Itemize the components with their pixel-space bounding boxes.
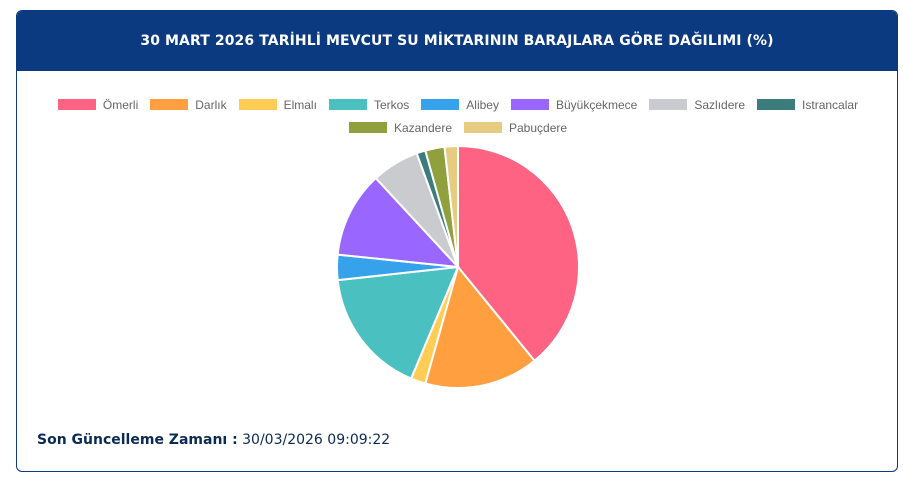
legend-swatch	[421, 99, 460, 110]
legend-label: Elmalı	[283, 97, 317, 112]
legend-label: Terkos	[373, 97, 410, 112]
legend-label: Alibey	[466, 97, 499, 112]
pie-slice[interactable]	[443, 144, 459, 268]
legend-label: Ömerli	[102, 97, 139, 112]
legend-swatch	[328, 99, 367, 110]
legend-label: Kazandere	[393, 120, 452, 135]
legend-label: Darlık	[195, 97, 227, 112]
legend-swatch	[150, 99, 189, 110]
legend-swatch	[510, 99, 549, 110]
chart-title: 30 MART 2026 TARİHLİ MEVCUT SU MİKTARINI…	[17, 11, 897, 71]
pie-slice[interactable]	[457, 144, 581, 363]
chart-card: 30 MART 2026 TARİHLİ MEVCUT SU MİKTARINI…	[16, 10, 898, 472]
legend-label: Büyükçekmece	[555, 97, 638, 112]
chart-legend: Ömerli Darlık Elmalı Terkos Alibey Büyükçekme…	[17, 97, 897, 143]
pie-slice[interactable]	[424, 264, 536, 389]
pie-slice[interactable]	[336, 265, 460, 380]
legend-label: Pabuçdere	[509, 120, 568, 135]
legend-item[interactable]: Ömerli	[57, 97, 139, 112]
pie-slice[interactable]	[336, 176, 461, 269]
legend-item[interactable]: Darlık	[150, 97, 227, 112]
legend-label: Sazlıdere	[694, 97, 746, 112]
legend-item[interactable]: Kazandere	[348, 120, 452, 135]
legend-swatch	[348, 122, 387, 133]
pie-chart	[336, 144, 581, 389]
legend-swatch	[757, 99, 796, 110]
legend-swatch	[57, 99, 96, 110]
legend-swatch	[238, 99, 277, 110]
legend-swatch	[464, 122, 502, 133]
legend-item[interactable]: Alibey	[421, 97, 499, 112]
legend-item[interactable]: Sazlıdere	[649, 97, 745, 112]
legend-label: Istrancalar	[802, 97, 859, 112]
last-update: Son Güncelleme Zamanı : 30/03/2026 09:09…	[37, 432, 390, 448]
last-update-value: 30/03/2026 09:09:22	[242, 432, 391, 448]
legend-item[interactable]: Istrancalar	[757, 97, 858, 112]
legend-item[interactable]: Elmalı	[238, 97, 317, 112]
legend-item[interactable]: Terkos	[328, 97, 410, 112]
legend-item[interactable]: Büyükçekmece	[510, 97, 638, 112]
legend-item[interactable]: Pabuçdere	[464, 120, 567, 135]
last-update-label: Son Güncelleme Zamanı :	[37, 432, 238, 448]
legend-swatch	[649, 99, 688, 110]
